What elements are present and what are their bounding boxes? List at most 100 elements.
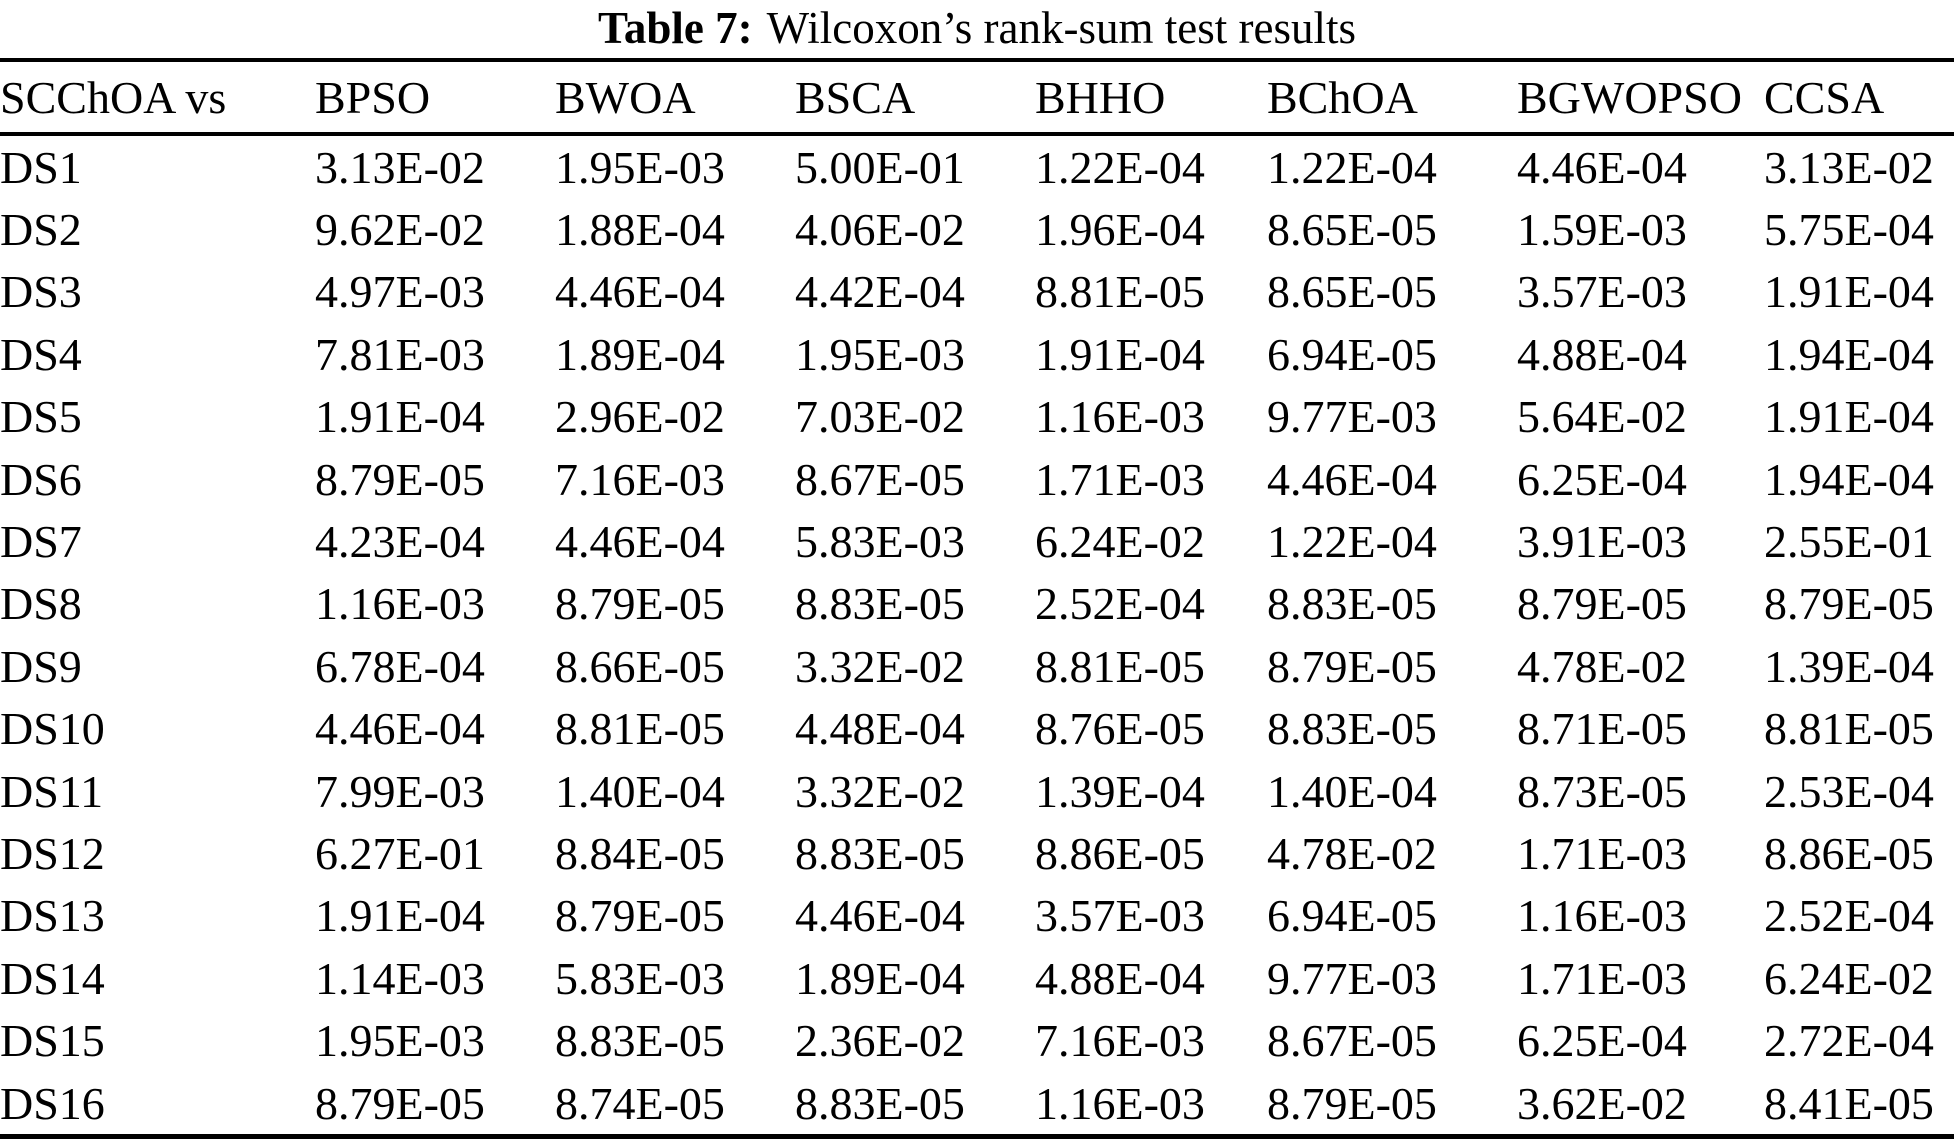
row-label: DS13 <box>0 890 105 942</box>
row-label: DS2 <box>0 204 82 256</box>
p-value-cell: 6.94E-05 <box>1267 890 1437 942</box>
row-label: DS5 <box>0 391 82 443</box>
p-value-cell: 4.46E-04 <box>555 266 725 318</box>
p-value-cell: 1.95E-03 <box>795 328 965 380</box>
p-value-cell: 4.06E-02 <box>795 204 965 256</box>
wilcoxon-results-table: SCChOA vs BPSO BWOA BSCA BHHO BChOA BGWOPSO CCS… <box>0 58 1954 1139</box>
p-value-cell: 8.79E-05 <box>1267 1077 1437 1129</box>
p-value-cell: 8.65E-05 <box>1267 266 1437 318</box>
p-value-cell: 5.83E-03 <box>795 516 965 568</box>
p-value-cell: 1.91E-04 <box>1035 328 1205 380</box>
p-value-cell: 1.16E-03 <box>315 578 485 630</box>
p-value-cell: 8.79E-05 <box>1267 640 1437 692</box>
p-value-cell: 6.27E-01 <box>315 827 485 879</box>
p-value-cell: 8.74E-05 <box>555 1077 725 1129</box>
p-value-cell: 3.91E-03 <box>1517 516 1687 568</box>
p-value-cell: 5.64E-02 <box>1517 391 1687 443</box>
p-value-cell: 4.46E-04 <box>795 890 965 942</box>
p-value-cell: 8.86E-05 <box>1035 827 1205 879</box>
p-value-cell: 1.16E-03 <box>1035 1077 1205 1129</box>
p-value-cell: 1.94E-04 <box>1764 453 1934 505</box>
p-value-cell: 1.14E-03 <box>315 952 485 1004</box>
table-caption: Table 7: Wilcoxon’s rank-sum test results <box>0 0 1954 58</box>
p-value-cell: 4.48E-04 <box>795 703 965 755</box>
p-value-cell: 3.32E-02 <box>795 765 965 817</box>
table-row: DS11 7.99E-03 1.40E-04 3.32E-02 1.39E-04 1.40… <box>0 760 1954 822</box>
p-value-cell: 1.22E-04 <box>1267 516 1437 568</box>
row-label: DS9 <box>0 640 82 692</box>
p-value-cell: 6.25E-04 <box>1517 1015 1687 1067</box>
p-value-cell: 1.16E-03 <box>1035 391 1205 443</box>
p-value-cell: 1.71E-03 <box>1517 952 1687 1004</box>
table-row: DS3 4.97E-03 4.46E-04 4.42E-04 8.81E-05 8.65E… <box>0 261 1954 323</box>
p-value-cell: 8.41E-05 <box>1764 1077 1934 1129</box>
p-value-cell: 3.32E-02 <box>795 640 965 692</box>
p-value-cell: 1.96E-04 <box>1035 204 1205 256</box>
p-value-cell: 8.83E-05 <box>795 1077 965 1129</box>
table-row: DS14 1.14E-03 5.83E-03 1.89E-04 4.88E-04 9.77… <box>0 947 1954 1009</box>
p-value-cell: 8.81E-05 <box>555 703 725 755</box>
p-value-cell: 8.76E-05 <box>1035 703 1205 755</box>
table-row: DS15 1.95E-03 8.83E-05 2.36E-02 7.16E-03 8.67… <box>0 1009 1954 1071</box>
p-value-cell: 6.24E-02 <box>1035 516 1205 568</box>
p-value-cell: 1.91E-04 <box>1764 391 1934 443</box>
p-value-cell: 4.97E-03 <box>315 266 485 318</box>
table-row: DS6 8.79E-05 7.16E-03 8.67E-05 1.71E-03 4.46E… <box>0 448 1954 510</box>
row-label: DS14 <box>0 952 105 1004</box>
p-value-cell: 3.57E-03 <box>1035 890 1205 942</box>
p-value-cell: 3.62E-02 <box>1517 1077 1687 1129</box>
p-value-cell: 1.40E-04 <box>1267 765 1437 817</box>
p-value-cell: 6.24E-02 <box>1764 952 1934 1004</box>
p-value-cell: 5.83E-03 <box>555 952 725 1004</box>
p-value-cell: 8.79E-05 <box>1517 578 1687 630</box>
row-label: DS10 <box>0 703 105 755</box>
p-value-cell: 8.67E-05 <box>1267 1015 1437 1067</box>
p-value-cell: 8.83E-05 <box>795 578 965 630</box>
p-value-cell: 8.67E-05 <box>795 453 965 505</box>
p-value-cell: 8.79E-05 <box>315 453 485 505</box>
row-label: DS15 <box>0 1015 105 1067</box>
p-value-cell: 9.77E-03 <box>1267 952 1437 1004</box>
p-value-cell: 5.00E-01 <box>795 141 965 193</box>
p-value-cell: 2.53E-04 <box>1764 765 1934 817</box>
column-header-bchoa: BChOA <box>1267 60 1517 136</box>
p-value-cell: 8.83E-05 <box>555 1015 725 1067</box>
p-value-cell: 1.95E-03 <box>555 141 725 193</box>
p-value-cell: 5.75E-04 <box>1764 204 1934 256</box>
p-value-cell: 8.65E-05 <box>1267 204 1437 256</box>
p-value-cell: 1.88E-04 <box>555 204 725 256</box>
p-value-cell: 8.81E-05 <box>1035 266 1205 318</box>
row-label: DS3 <box>0 266 82 318</box>
p-value-cell: 1.91E-04 <box>315 890 485 942</box>
row-label: DS12 <box>0 827 105 879</box>
column-header-bhho: BHHO <box>1035 60 1267 136</box>
p-value-cell: 1.22E-04 <box>1035 141 1205 193</box>
p-value-cell: 1.39E-04 <box>1035 765 1205 817</box>
p-value-cell: 4.78E-02 <box>1517 640 1687 692</box>
table-row: DS1 3.13E-02 1.95E-03 5.00E-01 1.22E-04 1.22E… <box>0 134 1954 198</box>
p-value-cell: 1.91E-04 <box>1764 266 1934 318</box>
p-value-cell: 1.59E-03 <box>1517 204 1687 256</box>
p-value-cell: 4.88E-04 <box>1517 328 1687 380</box>
p-value-cell: 9.62E-02 <box>315 204 485 256</box>
row-label: DS4 <box>0 328 82 380</box>
p-value-cell: 2.55E-01 <box>1764 516 1934 568</box>
p-value-cell: 4.42E-04 <box>795 266 965 318</box>
p-value-cell: 6.25E-04 <box>1517 453 1687 505</box>
p-value-cell: 4.78E-02 <box>1267 827 1437 879</box>
table-row: DS10 4.46E-04 8.81E-05 4.48E-04 8.76E-05 8.83… <box>0 698 1954 760</box>
p-value-cell: 1.71E-03 <box>1035 453 1205 505</box>
table-caption-label: Table 7: <box>598 3 753 53</box>
p-value-cell: 1.95E-03 <box>315 1015 485 1067</box>
p-value-cell: 7.81E-03 <box>315 328 485 380</box>
p-value-cell: 1.16E-03 <box>1517 890 1687 942</box>
p-value-cell: 8.79E-05 <box>315 1077 485 1129</box>
row-label: DS8 <box>0 578 82 630</box>
p-value-cell: 2.96E-02 <box>555 391 725 443</box>
p-value-cell: 1.40E-04 <box>555 765 725 817</box>
p-value-cell: 9.77E-03 <box>1267 391 1437 443</box>
p-value-cell: 8.71E-05 <box>1517 703 1687 755</box>
p-value-cell: 4.46E-04 <box>315 703 485 755</box>
table-row: DS13 1.91E-04 8.79E-05 4.46E-04 3.57E-03 6.94… <box>0 885 1954 947</box>
p-value-cell: 8.81E-05 <box>1035 640 1205 692</box>
